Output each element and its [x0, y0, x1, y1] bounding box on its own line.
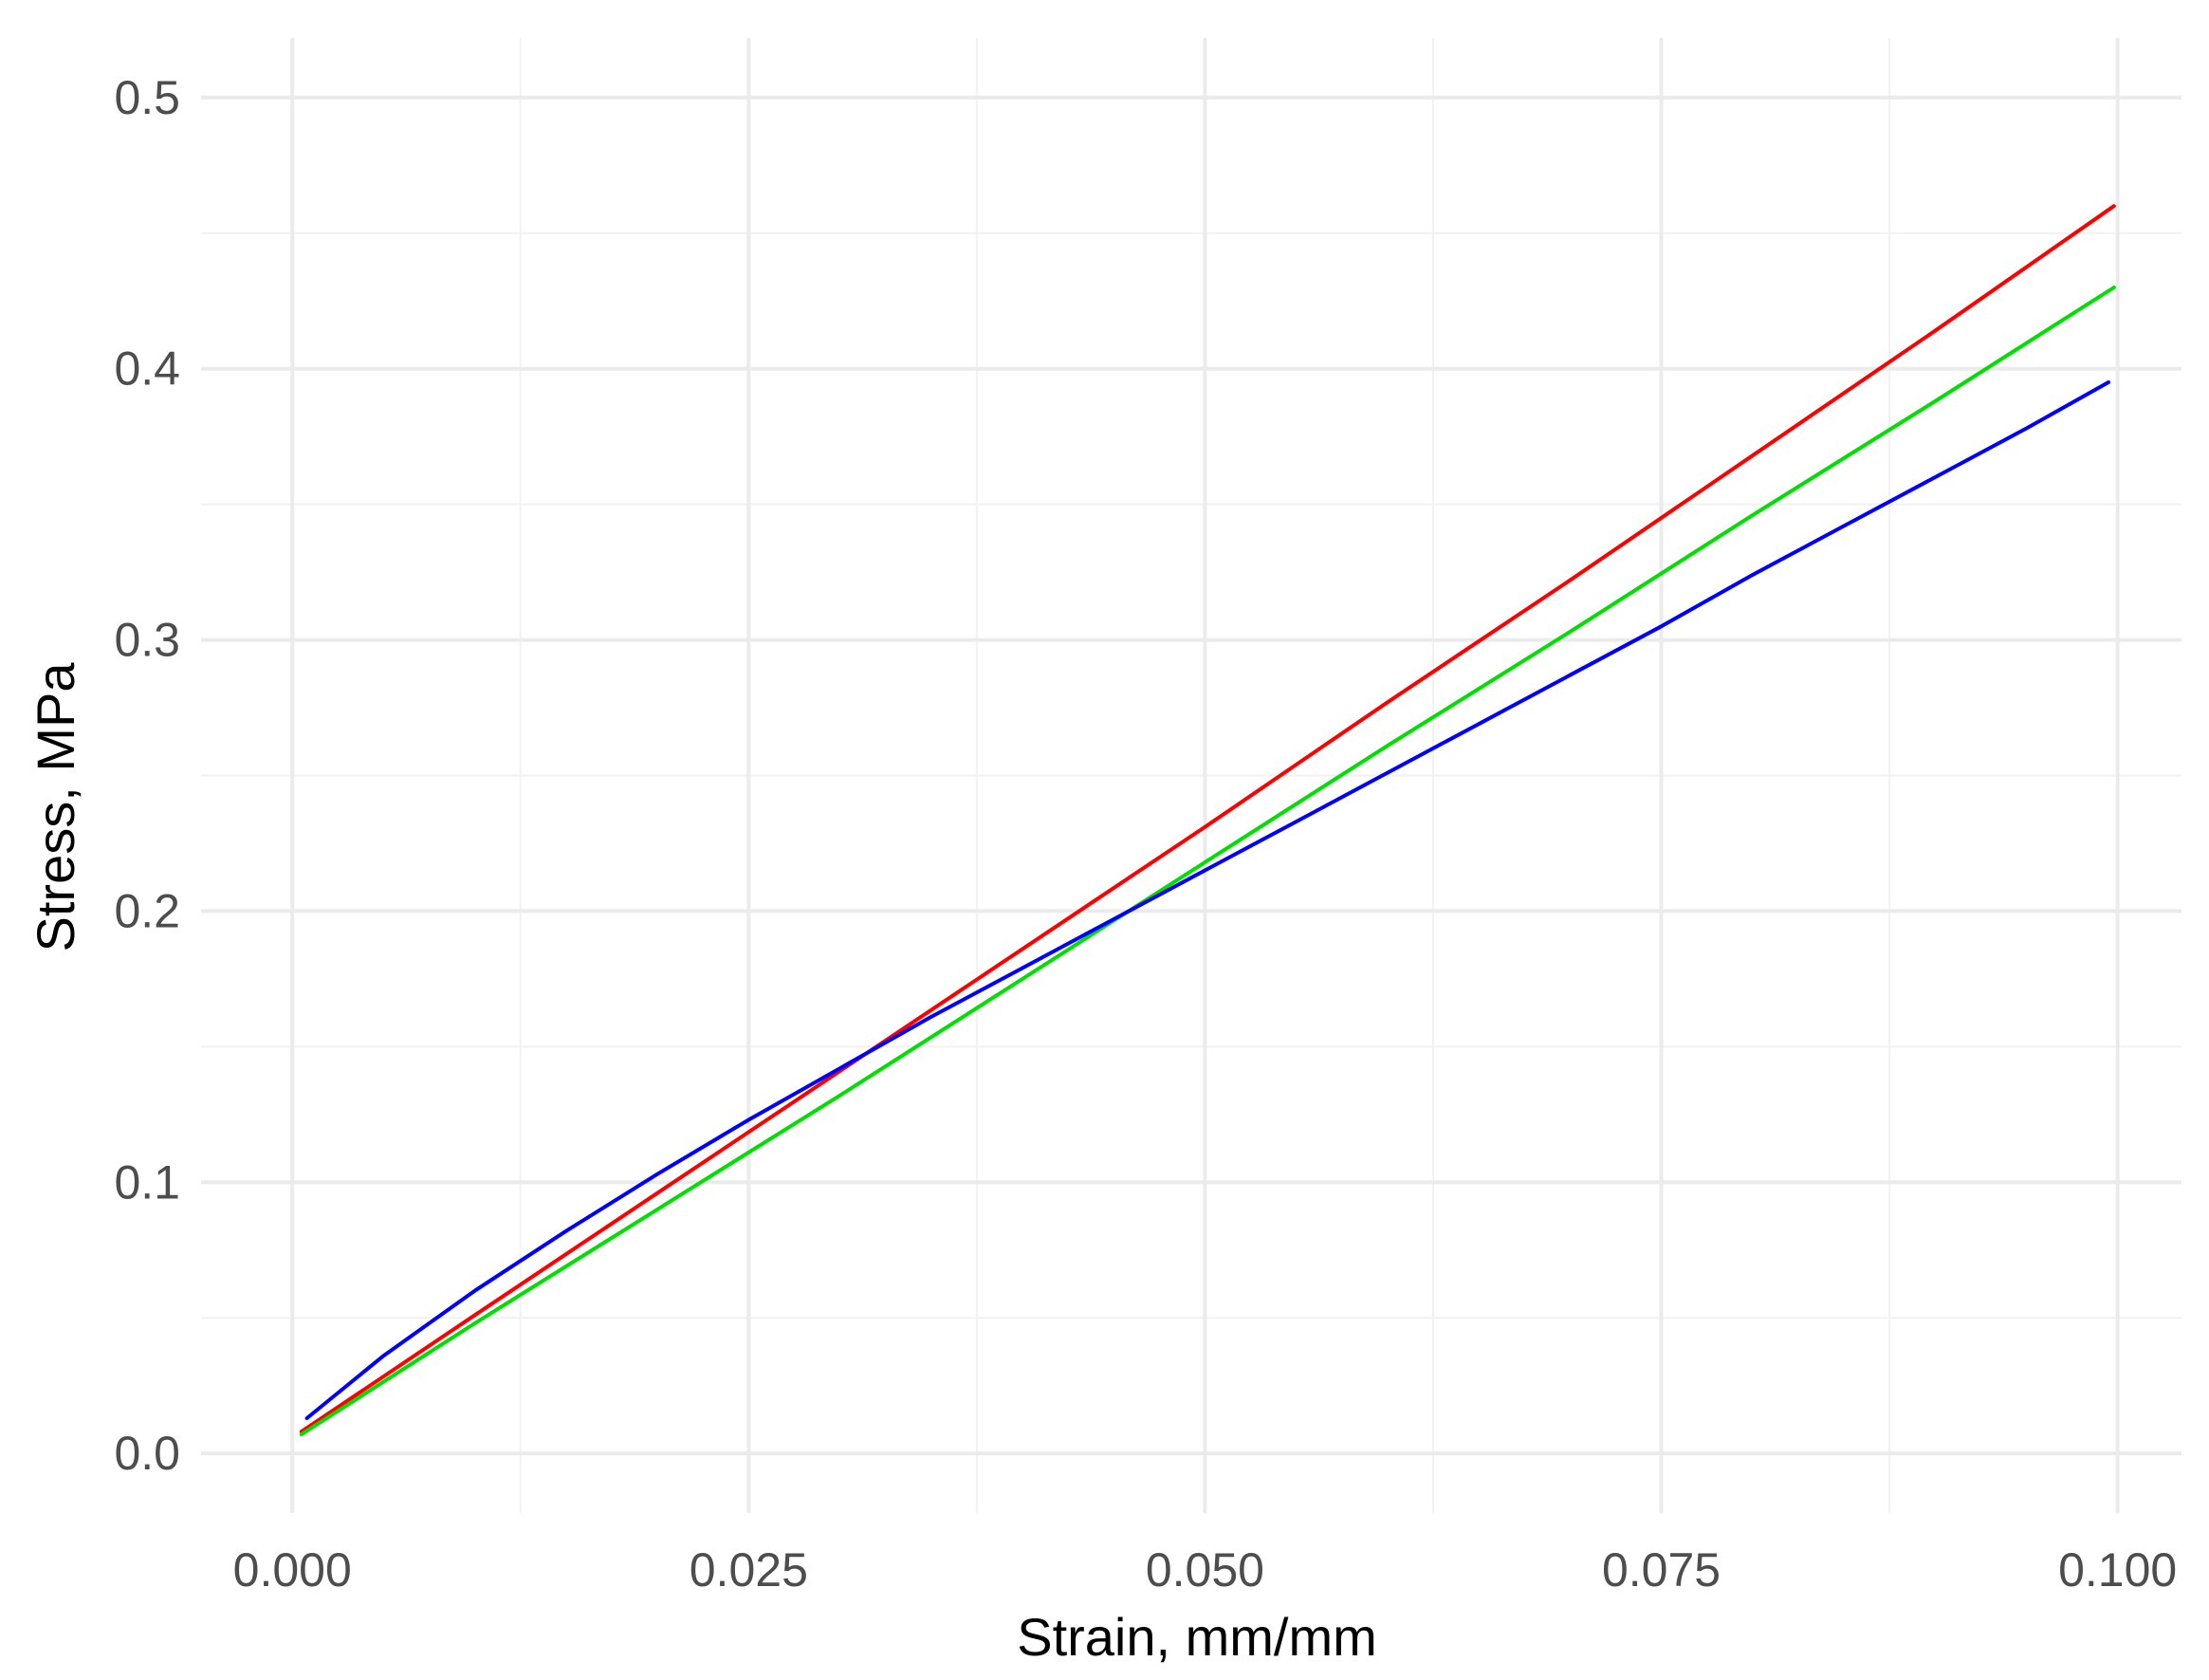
x-tick-label: 0.050: [1146, 1543, 1264, 1597]
y-tick-label: 0.2: [114, 884, 180, 937]
x-tick-labels: 0.000 0.025 0.050 0.075 0.100: [233, 1543, 2178, 1597]
minor-grid: [201, 38, 2181, 1513]
y-tick-label: 0.4: [114, 342, 180, 396]
x-axis-label: Strain, mm/mm: [1017, 1607, 1377, 1667]
series-line-3: [304, 380, 2110, 1420]
x-tick-label: 0.000: [233, 1543, 352, 1597]
major-grid: [201, 38, 2181, 1513]
y-tick-label: 0.3: [114, 614, 180, 667]
y-tick-labels: 0.0 0.1 0.2 0.3 0.4 0.5: [114, 71, 180, 1480]
series-layer: [299, 204, 2116, 1437]
y-tick-label: 0.1: [114, 1155, 180, 1209]
series-line-2: [299, 286, 2116, 1437]
x-tick-label: 0.075: [1602, 1543, 1721, 1597]
series-line-1: [299, 204, 2116, 1434]
y-axis-label: Stress, MPa: [26, 662, 85, 952]
y-tick-label: 0.0: [114, 1427, 180, 1480]
y-tick-label: 0.5: [114, 71, 180, 124]
x-tick-label: 0.100: [2058, 1543, 2177, 1597]
x-tick-label: 0.025: [690, 1543, 808, 1597]
